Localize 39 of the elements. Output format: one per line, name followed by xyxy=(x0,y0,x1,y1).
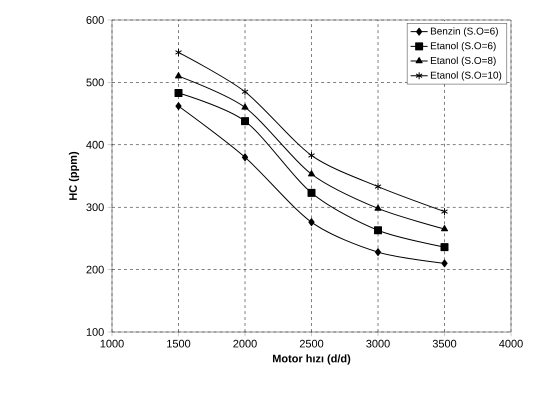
point xyxy=(374,204,382,211)
y-tick-label: 600 xyxy=(86,16,104,24)
x-tick-label: 1500 xyxy=(167,340,190,348)
point xyxy=(374,248,382,256)
point xyxy=(308,188,316,197)
x-axis-title: Motor hızı (d/d) xyxy=(272,354,350,365)
y-tick-label: 500 xyxy=(86,78,104,86)
point xyxy=(441,259,448,268)
point xyxy=(440,243,448,252)
x-tick-label: 3000 xyxy=(366,340,390,348)
x-tick-label: 3500 xyxy=(432,340,456,348)
point xyxy=(241,88,249,96)
point xyxy=(308,218,315,226)
x-tick-label: 2000 xyxy=(233,340,257,348)
y-axis-title: HC (ppm) xyxy=(68,152,80,200)
legend-label: Etanol (S.O=6) xyxy=(430,42,496,52)
point xyxy=(308,170,316,176)
x-tick-label: 2500 xyxy=(300,340,324,348)
point xyxy=(374,182,382,191)
point xyxy=(440,208,448,216)
point xyxy=(174,72,182,78)
point xyxy=(175,102,182,110)
point xyxy=(440,225,448,232)
y-tick-label: 200 xyxy=(86,266,104,274)
point xyxy=(242,153,248,162)
point xyxy=(174,89,182,97)
x-tick-label: 4000 xyxy=(499,340,523,348)
legend-label: Benzin (S.O=6) xyxy=(430,27,498,37)
y-tick-label: 100 xyxy=(86,328,104,336)
legend-label: Etanol (S.O=10) xyxy=(430,71,502,81)
point xyxy=(241,117,249,126)
point xyxy=(308,151,316,160)
point xyxy=(374,226,382,234)
point xyxy=(174,48,182,56)
y-tick-label: 300 xyxy=(86,203,104,212)
legend-label: Etanol (S.O=8) xyxy=(430,56,496,66)
point xyxy=(241,103,249,110)
y-tick-label: 400 xyxy=(86,140,104,149)
x-tick-label: 1000 xyxy=(100,340,124,348)
